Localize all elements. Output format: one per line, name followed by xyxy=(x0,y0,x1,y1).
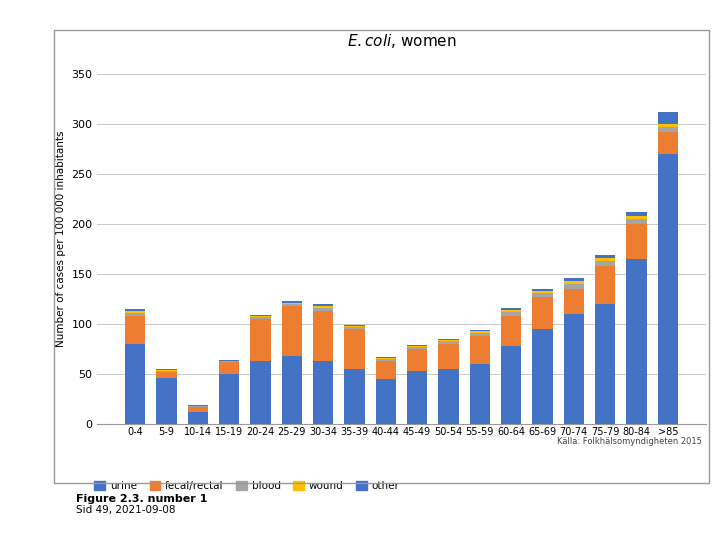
Bar xyxy=(156,372,176,378)
Bar xyxy=(407,371,427,424)
Bar xyxy=(438,344,459,369)
Bar xyxy=(564,314,584,424)
Bar xyxy=(438,340,459,341)
Bar xyxy=(407,345,427,346)
Bar xyxy=(407,347,427,349)
Bar xyxy=(595,304,616,424)
Bar xyxy=(564,278,584,281)
Bar xyxy=(219,374,239,424)
Bar xyxy=(251,315,271,316)
Bar xyxy=(219,362,239,374)
Bar xyxy=(657,112,678,124)
Bar xyxy=(469,364,490,424)
Bar xyxy=(219,361,239,362)
Bar xyxy=(626,212,647,216)
Bar xyxy=(564,281,584,284)
Bar xyxy=(125,313,145,316)
Bar xyxy=(156,369,176,370)
Bar xyxy=(595,258,616,261)
Bar xyxy=(595,261,616,266)
Bar xyxy=(501,312,521,316)
Bar xyxy=(626,224,647,259)
Bar xyxy=(313,306,333,308)
Bar xyxy=(407,349,427,371)
Legend: urine, fecal/rectal, blood, wound, other: urine, fecal/rectal, blood, wound, other xyxy=(90,477,404,496)
Bar xyxy=(532,329,552,424)
Bar xyxy=(469,330,490,331)
Bar xyxy=(187,406,208,407)
Bar xyxy=(344,369,364,424)
Bar xyxy=(313,308,333,311)
Bar xyxy=(282,301,302,303)
Bar xyxy=(469,331,490,333)
Bar xyxy=(657,127,678,132)
Bar xyxy=(282,304,302,306)
Bar xyxy=(532,297,552,329)
Bar xyxy=(595,255,616,258)
Bar xyxy=(376,359,396,361)
Bar xyxy=(282,303,302,304)
Bar xyxy=(187,407,208,412)
Bar xyxy=(313,304,333,306)
Bar xyxy=(125,316,145,344)
Bar xyxy=(187,405,208,406)
Bar xyxy=(438,369,459,424)
Bar xyxy=(532,289,552,291)
Bar xyxy=(156,370,176,371)
Bar xyxy=(156,378,176,424)
Bar xyxy=(657,132,678,154)
Bar xyxy=(282,356,302,424)
Bar xyxy=(376,358,396,359)
Title: $\it{E. coli}$, women: $\it{E. coli}$, women xyxy=(346,32,456,50)
Bar xyxy=(564,284,584,289)
Bar xyxy=(626,259,647,424)
Bar xyxy=(407,346,427,347)
Bar xyxy=(532,293,552,297)
Bar xyxy=(376,357,396,358)
Bar xyxy=(125,309,145,311)
Bar xyxy=(438,341,459,344)
Bar xyxy=(125,344,145,424)
Bar xyxy=(344,326,364,327)
Text: Figure 2.3. number 1: Figure 2.3. number 1 xyxy=(76,494,207,504)
Bar xyxy=(282,306,302,356)
Bar xyxy=(501,316,521,346)
Bar xyxy=(313,361,333,424)
Bar xyxy=(219,360,239,361)
Bar xyxy=(469,336,490,364)
Bar xyxy=(251,316,271,317)
Bar xyxy=(251,319,271,361)
Bar xyxy=(125,311,145,313)
Bar xyxy=(532,291,552,293)
Bar xyxy=(657,154,678,424)
Bar xyxy=(251,317,271,319)
Bar xyxy=(313,311,333,361)
Text: Källa: Folkhälsomyndigheten 2015: Källa: Folkhälsomyndigheten 2015 xyxy=(557,436,702,446)
Bar xyxy=(376,379,396,424)
Bar xyxy=(344,327,364,329)
Y-axis label: Number of cases per 100 000 inhabitants: Number of cases per 100 000 inhabitants xyxy=(55,131,66,347)
Bar xyxy=(156,371,176,372)
Text: Sid 49, 2021-09-08: Sid 49, 2021-09-08 xyxy=(76,505,175,515)
Bar xyxy=(501,346,521,424)
Bar xyxy=(626,219,647,224)
Bar xyxy=(501,308,521,310)
Bar xyxy=(376,361,396,379)
Bar xyxy=(595,266,616,304)
Bar xyxy=(187,412,208,424)
Bar xyxy=(501,310,521,312)
Bar xyxy=(657,124,678,127)
Bar xyxy=(344,325,364,326)
Bar xyxy=(344,329,364,369)
Bar xyxy=(626,216,647,219)
Bar xyxy=(251,361,271,424)
Bar xyxy=(469,333,490,336)
Bar xyxy=(564,289,584,314)
Bar xyxy=(438,339,459,340)
